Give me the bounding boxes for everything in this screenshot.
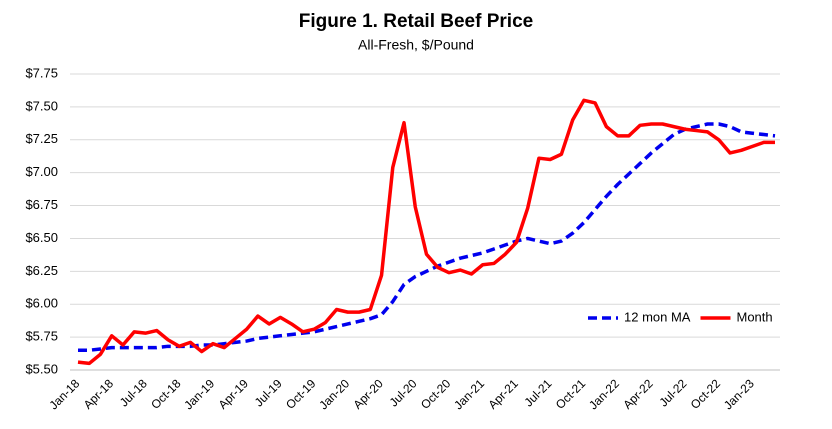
- y-tick-label: $6.00: [25, 296, 58, 311]
- x-tick-label: Apr-20: [351, 376, 387, 412]
- y-tick-label: $5.50: [25, 361, 58, 376]
- x-tick-label: Jul-20: [387, 376, 420, 409]
- y-tick-label: $5.75: [25, 329, 58, 344]
- chart-subtitle: All-Fresh, $/Pound: [358, 37, 474, 53]
- x-tick-label: Jan-18: [47, 376, 83, 412]
- x-tick-label: Oct-18: [148, 376, 184, 412]
- x-tick-label: Jan-23: [721, 376, 757, 412]
- x-tick-label: Jul-19: [252, 376, 285, 409]
- x-tick-label: Jul-21: [522, 376, 555, 409]
- x-tick-label: Oct-20: [418, 376, 454, 412]
- y-tick-label: $7.00: [25, 164, 58, 179]
- x-tick-label: Apr-22: [620, 376, 656, 412]
- y-tick-label: $6.75: [25, 197, 58, 212]
- y-tick-label: $7.25: [25, 131, 58, 146]
- x-tick-label: Apr-18: [81, 376, 117, 412]
- x-tick-label: Jul-18: [117, 376, 150, 409]
- x-tick-label: Oct-21: [553, 376, 589, 412]
- legend-label: 12 mon MA: [624, 309, 691, 324]
- x-tick-label: Apr-19: [216, 376, 252, 412]
- x-tick-label: Oct-22: [688, 376, 724, 412]
- y-tick-label: $6.50: [25, 230, 58, 245]
- line-series: [77, 98, 775, 366]
- chart-title: Figure 1. Retail Beef Price: [299, 11, 533, 32]
- x-tick-label: Jan-19: [181, 376, 217, 412]
- y-tick-label: $7.75: [25, 65, 58, 80]
- x-tick-label: Apr-21: [485, 376, 521, 412]
- x-tick-label: Oct-19: [283, 376, 319, 412]
- x-tick-label: Jan-21: [451, 376, 487, 412]
- y-tick-label: $6.25: [25, 263, 58, 278]
- legend-label: Month: [736, 309, 772, 324]
- x-tick-label: Jul-22: [656, 376, 689, 409]
- x-tick-label: Jan-20: [316, 376, 352, 412]
- x-tick-label: Jan-22: [586, 376, 622, 412]
- y-tick-label: $7.50: [25, 98, 58, 113]
